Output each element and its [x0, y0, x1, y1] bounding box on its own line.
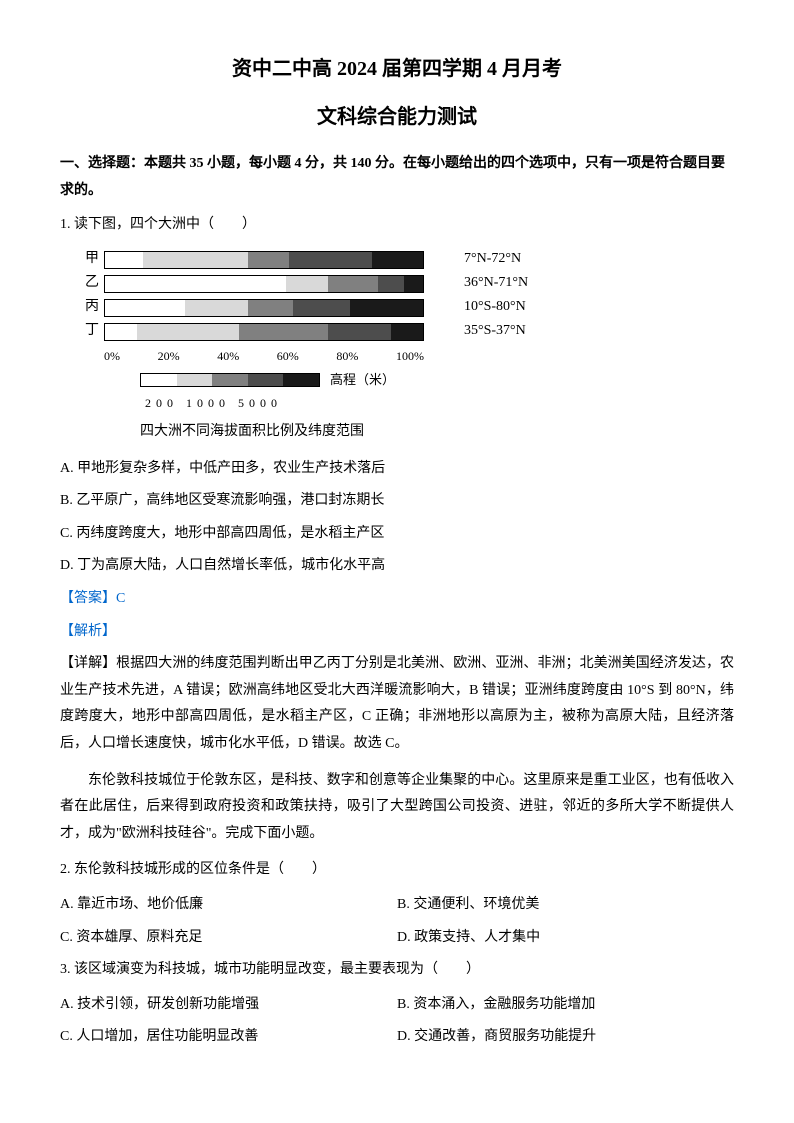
- q1-answer: 【答案】C: [60, 586, 734, 613]
- option: A. 甲地形复杂多样，中低产田多，农业生产技术落后: [60, 456, 734, 483]
- chart-segment: [378, 276, 403, 292]
- chart-segment: [289, 252, 372, 268]
- chart-segment: [248, 300, 293, 316]
- section-instructions: 一、选择题：本题共 35 小题，每小题 4 分，共 140 分。在每小题给出的四…: [60, 151, 734, 204]
- title-sub: 文科综合能力测试: [60, 98, 734, 136]
- chart-row: 丁 35°S-37°N: [80, 321, 734, 343]
- axis-tick: 80%: [336, 345, 358, 368]
- chart-segment: [248, 252, 289, 268]
- chart-bar: [104, 251, 424, 269]
- q3-options: A. 技术引领，研发创新功能增强B. 资本涌入，金融服务功能增加C. 人口增加，…: [60, 992, 734, 1057]
- option: C. 资本雄厚、原料充足: [60, 925, 397, 952]
- legend-segment: [141, 374, 177, 386]
- legend-segment: [177, 374, 213, 386]
- option: D. 交通改善，商贸服务功能提升: [397, 1024, 734, 1051]
- legend-bar: [140, 373, 320, 387]
- legend-segment: [248, 374, 284, 386]
- option: B. 资本涌入，金融服务功能增加: [397, 992, 734, 1019]
- chart-row: 甲 7°N-72°N: [80, 249, 734, 271]
- option: C. 丙纬度跨度大，地形中部高四周低，是水稻主产区: [60, 521, 734, 548]
- chart-row-label: 甲: [80, 246, 104, 273]
- chart-segment: [105, 252, 143, 268]
- option: A. 靠近市场、地价低廉: [60, 892, 397, 919]
- chart-segment: [105, 324, 137, 340]
- axis-tick: 100%: [396, 345, 424, 368]
- chart-segment: [404, 276, 423, 292]
- legend-label: 高程（米）: [330, 368, 395, 393]
- axis-tick: 60%: [277, 345, 299, 368]
- chart-caption: 四大洲不同海拔面积比例及纬度范围: [140, 419, 734, 446]
- q2-text: 2. 东伦敦科技城形成的区位条件是（ ）: [60, 857, 734, 884]
- q2-options: A. 靠近市场、地价低廉B. 交通便利、环境优美C. 资本雄厚、原料充足D. 政…: [60, 892, 734, 957]
- axis-tick: 0%: [104, 345, 120, 368]
- chart-bar: [104, 323, 424, 341]
- option: D. 政策支持、人才集中: [397, 925, 734, 952]
- option: D. 丁为高原大陆，人口自然增长率低，城市化水平高: [60, 553, 734, 580]
- passage-2: 东伦敦科技城位于伦敦东区，是科技、数字和创意等企业集聚的中心。这里原来是重工业区…: [60, 768, 734, 848]
- axis-tick: 20%: [158, 345, 180, 368]
- chart-range: 10°S-80°N: [464, 294, 526, 321]
- chart-segment: [372, 252, 423, 268]
- chart-segment: [185, 300, 249, 316]
- option: C. 人口增加，居住功能明显改善: [60, 1024, 397, 1051]
- chart-segment: [328, 324, 392, 340]
- q1-text: 1. 读下图，四个大洲中（ ）: [60, 212, 734, 239]
- q1-analysis-label: 【解析】: [60, 619, 734, 646]
- chart-range: 35°S-37°N: [464, 318, 526, 345]
- q3-text: 3. 该区域演变为科技城，城市功能明显改变，最主要表现为（ ）: [60, 957, 734, 984]
- chart-segment: [286, 276, 327, 292]
- chart-segment: [391, 324, 423, 340]
- chart-axis: 0% 20% 40% 60% 80% 100%: [104, 345, 424, 368]
- option: B. 乙平原广，高纬地区受寒流影响强，港口封冻期长: [60, 488, 734, 515]
- chart-segment: [137, 324, 239, 340]
- chart-bar: [104, 275, 424, 293]
- q1-analysis: 【详解】根据四大洲的纬度范围判断出甲乙丙丁分别是北美洲、欧洲、亚洲、非洲；北美洲…: [60, 651, 734, 757]
- chart-row: 乙 36°N-71°N: [80, 273, 734, 295]
- chart-segment: [239, 324, 328, 340]
- title-main: 资中二中高 2024 届第四学期 4 月月考: [60, 50, 734, 88]
- chart-row-label: 乙: [80, 270, 104, 297]
- legend-segment: [283, 374, 319, 386]
- chart-segment: [350, 300, 423, 316]
- chart-row-label: 丙: [80, 294, 104, 321]
- chart-segment: [105, 300, 185, 316]
- chart-segment: [328, 276, 379, 292]
- option: B. 交通便利、环境优美: [397, 892, 734, 919]
- chart-segment: [105, 276, 286, 292]
- legend-values: 200 1000 5000: [145, 392, 734, 415]
- axis-tick: 40%: [217, 345, 239, 368]
- chart-row-label: 丁: [80, 318, 104, 345]
- chart-row: 丙 10°S-80°N: [80, 297, 734, 319]
- chart-segment: [143, 252, 248, 268]
- chart-segment: [293, 300, 350, 316]
- chart-range: 36°N-71°N: [464, 270, 528, 297]
- legend-segment: [212, 374, 248, 386]
- chart-range: 7°N-72°N: [464, 246, 521, 273]
- q1-chart: 甲7°N-72°N乙36°N-71°N丙10°S-80°N丁35°S-37°N …: [80, 249, 734, 446]
- chart-bar: [104, 299, 424, 317]
- option: A. 技术引领，研发创新功能增强: [60, 992, 397, 1019]
